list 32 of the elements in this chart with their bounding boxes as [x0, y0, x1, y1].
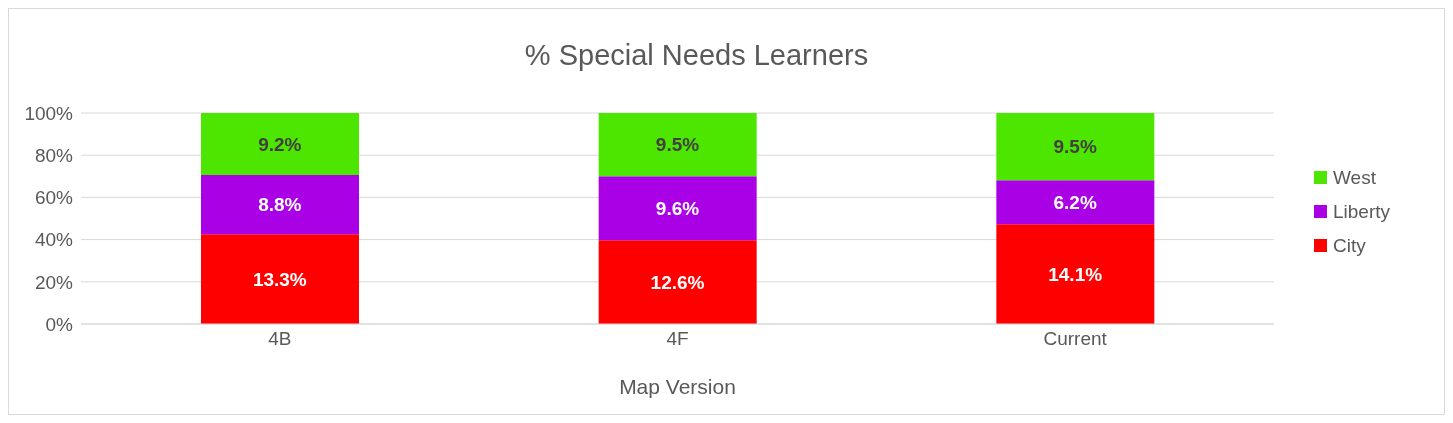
y-tick-label: 60%: [34, 187, 74, 209]
bar: [201, 234, 359, 324]
annotation: 9.5%: [1053, 136, 1097, 158]
annotation: 9.5%: [655, 134, 700, 156]
annotation: 12.6%: [650, 271, 705, 293]
y-tick-label: 20%: [34, 271, 74, 293]
x-tick-label: 4B: [268, 328, 292, 350]
legend-label: City: [1333, 234, 1366, 257]
bar: [598, 176, 757, 241]
bar: [996, 113, 1155, 181]
y-tick-label: 0%: [45, 313, 74, 335]
annotation: 9.6%: [655, 198, 700, 220]
annotation: 6.2%: [1053, 192, 1097, 213]
bar: [598, 240, 757, 324]
annotation: 9.2%: [258, 133, 302, 155]
legend-label: West: [1333, 166, 1376, 189]
annotation: 13.3%: [252, 268, 307, 290]
y-tick-label: 100%: [24, 102, 74, 124]
x-tick-label: Current: [1043, 328, 1108, 350]
y-tick-label: 80%: [34, 144, 74, 166]
x-axis-title: Map Version: [619, 375, 736, 398]
bar: [996, 224, 1155, 324]
annotation: 8.8%: [258, 194, 302, 216]
annotation: 14.1%: [1048, 263, 1103, 285]
legend-label: Liberty: [1333, 200, 1391, 223]
chart-title: % Special Needs Learners: [523, 39, 870, 72]
y-tick-label: 40%: [34, 229, 74, 251]
x-tick-label: 4F: [666, 328, 689, 350]
bar: [201, 113, 359, 176]
bar: [996, 180, 1155, 225]
bar: [598, 113, 757, 177]
bar: [201, 175, 359, 235]
